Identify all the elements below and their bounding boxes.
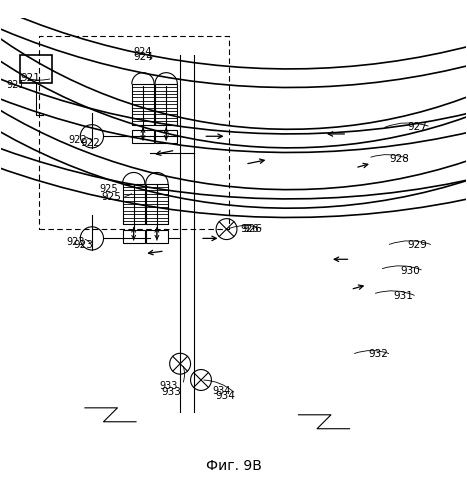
Text: 934: 934 xyxy=(215,391,235,401)
Bar xyxy=(132,130,154,143)
Text: 923: 923 xyxy=(66,238,85,248)
Bar xyxy=(122,184,145,224)
Text: 930: 930 xyxy=(401,266,420,276)
Text: 925: 925 xyxy=(101,192,121,202)
Text: 925: 925 xyxy=(99,184,118,194)
Text: 931: 931 xyxy=(394,292,414,302)
Bar xyxy=(20,55,52,83)
Bar xyxy=(122,230,145,243)
Text: 924: 924 xyxy=(134,47,152,57)
Bar xyxy=(155,130,177,143)
Text: 923: 923 xyxy=(73,240,93,250)
Text: 934: 934 xyxy=(212,386,231,396)
Text: 929: 929 xyxy=(408,240,427,250)
Text: 933: 933 xyxy=(159,382,177,392)
Text: 924: 924 xyxy=(134,52,154,62)
Text: 921: 921 xyxy=(20,73,40,83)
Bar xyxy=(155,84,177,124)
Text: 933: 933 xyxy=(162,386,181,396)
Text: 921: 921 xyxy=(6,80,25,90)
Text: Фиг. 9В: Фиг. 9В xyxy=(205,459,262,473)
Bar xyxy=(146,184,168,224)
Text: 928: 928 xyxy=(389,154,409,164)
Text: 926: 926 xyxy=(243,224,262,234)
Text: 926: 926 xyxy=(241,224,259,234)
Text: 932: 932 xyxy=(368,350,388,360)
Text: 927: 927 xyxy=(408,122,427,132)
Text: 922: 922 xyxy=(80,138,100,148)
Bar xyxy=(146,230,168,243)
Bar xyxy=(132,84,154,124)
Text: 922: 922 xyxy=(69,135,87,145)
